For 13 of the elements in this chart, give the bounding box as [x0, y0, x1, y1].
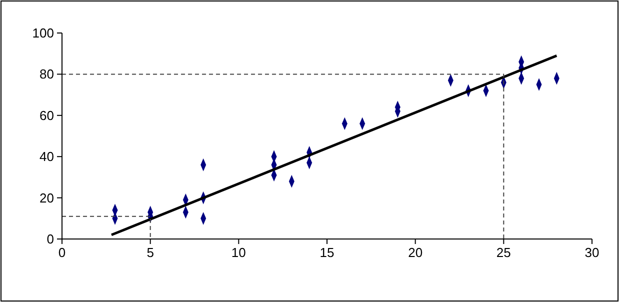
x-tick-label: 10 — [231, 245, 246, 260]
x-tick-label: 15 — [320, 245, 334, 260]
y-tick-label: 40 — [40, 149, 54, 164]
y-tick-label: 0 — [46, 232, 54, 246]
y-tick-label: 80 — [40, 66, 54, 82]
y-tick-label: 60 — [40, 108, 54, 123]
x-tick-label: 30 — [584, 245, 600, 260]
x-tick-label: 5 — [146, 245, 154, 260]
x-tick-label: 25 — [496, 245, 511, 260]
y-tick-label: 20 — [40, 190, 54, 206]
x-tick-label: 0 — [58, 245, 66, 260]
x-tick-label: 20 — [408, 245, 423, 260]
y-tick-label: 100 — [32, 26, 54, 40]
